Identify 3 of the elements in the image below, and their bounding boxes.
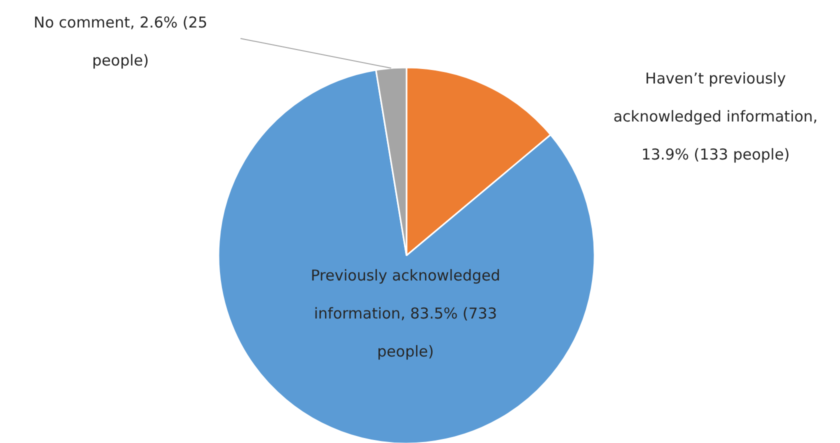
category-label: No comment, 2.6% (25 people): [34, 14, 208, 70]
category-label: Haven’t previously acknowledged information, 13.9% (133 people): [613, 70, 818, 164]
category-label: Previously acknowledged information, 83.5% (733 people): [310, 266, 500, 360]
